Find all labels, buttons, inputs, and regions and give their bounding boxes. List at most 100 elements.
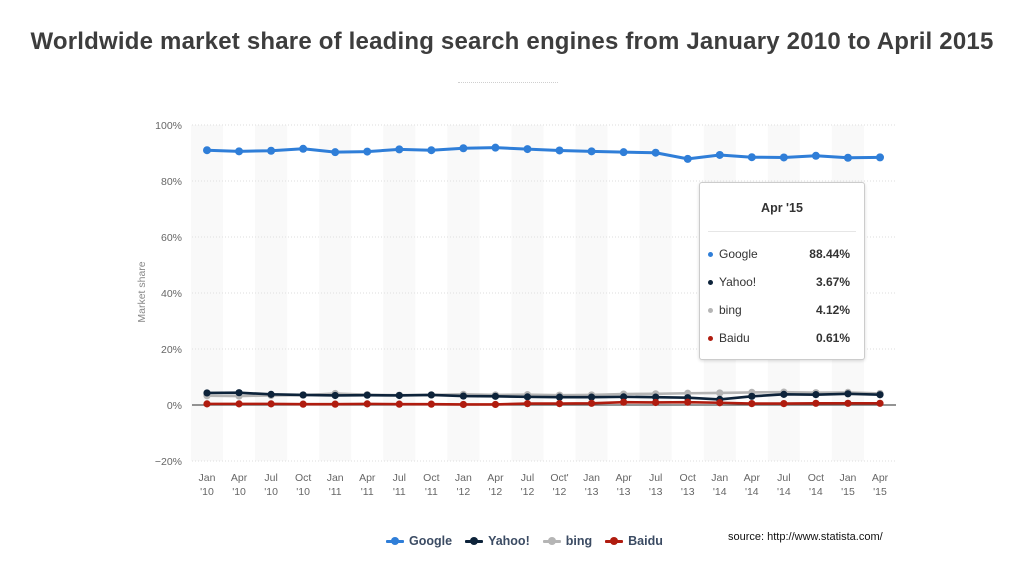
title-divider (458, 82, 558, 83)
data-point-yahoo (427, 391, 435, 399)
y-tick-label: 80% (161, 176, 182, 188)
x-tick-label: '10 (264, 486, 278, 498)
x-tick-label: Oct' (550, 472, 568, 484)
data-point-yahoo (331, 391, 339, 400)
data-point-baidu (299, 400, 307, 408)
x-tick-label: Oct (423, 472, 439, 484)
data-point-yahoo (555, 393, 564, 401)
data-point-baidu (876, 399, 884, 407)
x-tick-label: '11 (425, 486, 438, 498)
data-point-google (235, 147, 244, 156)
data-point-google (395, 145, 404, 154)
data-point-google (715, 150, 724, 159)
data-point-google (459, 144, 468, 153)
bullet-icon (708, 280, 713, 285)
data-point-yahoo (587, 393, 596, 401)
x-tick-label: '12 (521, 486, 535, 498)
tooltip-series-value: 4.12% (815, 303, 850, 317)
x-tick-label: '12 (489, 486, 503, 498)
data-point-google (203, 146, 211, 155)
data-point-google (811, 151, 820, 160)
data-point-google (299, 144, 308, 153)
x-tick-label: '10 (200, 486, 214, 498)
data-point-google (651, 148, 660, 157)
data-point-baidu (684, 398, 692, 406)
tooltip: Apr '15 Google 88.44% Yahoo! 3.67% bing … (699, 182, 865, 360)
y-tick-label: 100% (155, 120, 182, 132)
chart-legend: Google Yahoo! bing Baidu (386, 532, 676, 550)
x-tick-label: '13 (649, 486, 663, 498)
data-point-baidu (780, 400, 788, 408)
x-tick-label: Oct (808, 472, 824, 484)
tooltip-series-name: Yahoo! (719, 275, 757, 289)
data-point-baidu (331, 400, 339, 408)
data-point-google (843, 153, 852, 162)
x-tick-label: Oct (295, 472, 311, 484)
x-tick-label: Jul (264, 472, 277, 484)
data-point-google (683, 154, 692, 163)
legend-item-baidu[interactable]: Baidu (605, 534, 663, 548)
y-tick-label: −20% (155, 456, 182, 468)
line-marker-icon (605, 536, 624, 546)
data-point-baidu (620, 398, 628, 406)
line-marker-icon (465, 536, 484, 546)
data-point-yahoo (748, 392, 756, 400)
x-tick-label: Jan (455, 472, 472, 484)
series-yahoo (203, 389, 884, 403)
source-credit: source: http://www.statista.com/ (728, 531, 883, 543)
legend-label: Google (409, 534, 453, 548)
tooltip-title: Apr '15 (761, 201, 803, 215)
x-tick-label: Jan (327, 472, 344, 484)
x-tick-label: Jan (839, 472, 856, 484)
legend-label: bing (565, 534, 593, 548)
data-point-yahoo (812, 391, 820, 399)
series-line-baidu (207, 400, 881, 406)
x-tick-label: '11 (361, 486, 374, 498)
y-tick-label: 60% (161, 232, 182, 244)
y-axis-ticks: −20% 0% 20% 40% 60% 80% 100% (155, 120, 182, 468)
x-tick-label: '11 (329, 486, 342, 498)
data-point-google (876, 153, 884, 162)
data-point-baidu (203, 400, 211, 408)
series-google (203, 143, 884, 163)
x-tick-label: '14 (745, 486, 759, 498)
line-marker-icon (386, 536, 404, 546)
series-line-google (206, 146, 881, 161)
grid-band (319, 125, 352, 461)
data-point-google (523, 145, 532, 154)
tooltip-series-name: Google (719, 247, 758, 261)
data-point-yahoo (363, 391, 371, 399)
legend-label: Yahoo! (488, 534, 530, 548)
line-marker-icon (542, 536, 561, 546)
x-tick-label: Apr (615, 472, 632, 484)
data-point-google (427, 146, 436, 155)
data-point-yahoo (235, 389, 243, 397)
data-point-baidu (716, 399, 724, 407)
legend-item-bing[interactable]: bing (542, 534, 593, 548)
data-point-yahoo (299, 391, 307, 399)
x-tick-label: '14 (713, 486, 727, 498)
x-tick-label: Jan (711, 472, 728, 484)
x-axis-ticks: Jan '10 Apr '10 Jul '10 Oct '10 Jan '11 Apr '11 Jul '… (199, 472, 889, 498)
tooltip-row-yahoo: Yahoo! 3.67% (708, 274, 850, 292)
data-point-google (267, 146, 276, 155)
x-tick-label: '13 (681, 486, 695, 498)
x-tick-label: Jan (583, 472, 600, 484)
data-point-google (331, 148, 340, 157)
x-tick-label: '14 (809, 486, 823, 498)
x-tick-label: '10 (232, 486, 246, 498)
legend-item-google[interactable]: Google (386, 534, 452, 548)
legend-item-yahoo[interactable]: Yahoo! (465, 534, 530, 548)
bullet-icon (708, 336, 713, 341)
bullet-icon (708, 308, 713, 313)
data-point-google (619, 148, 628, 157)
series-baidu (203, 398, 884, 409)
chart-title: Worldwide market share of leading search… (30, 28, 994, 55)
data-point-google (779, 153, 788, 162)
data-point-baidu (491, 400, 500, 409)
data-point-baidu (555, 400, 564, 408)
x-tick-label: Apr (872, 472, 889, 484)
data-point-yahoo (780, 390, 788, 398)
data-point-baidu (267, 400, 275, 408)
